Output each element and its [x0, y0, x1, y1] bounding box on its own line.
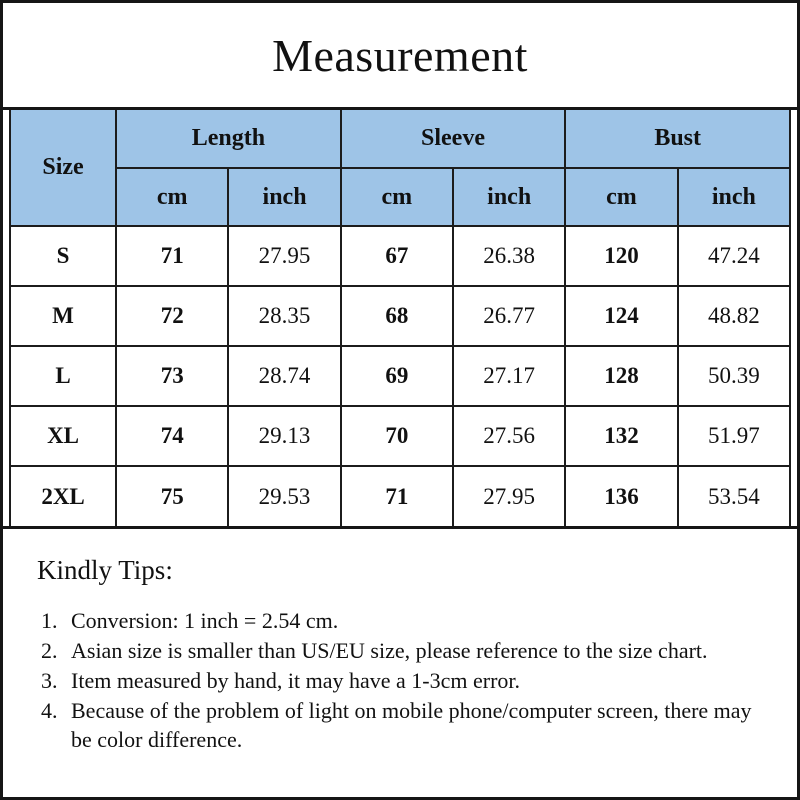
cell-sleeve-inch: 27.56 — [452, 405, 567, 467]
table-header-row-units: cm inch cm inch cm inch — [10, 167, 792, 227]
cell-length-inch: 29.13 — [227, 405, 342, 467]
cell-size: S — [8, 225, 118, 287]
cell-bust-inch: 51.97 — [676, 405, 792, 467]
cell-length-inch: 28.74 — [227, 345, 342, 407]
unit-header-sleeve-inch: inch — [452, 167, 567, 227]
cell-bust-cm: 136 — [564, 465, 679, 526]
table-row-size-s: S 71 27.95 67 26.38 120 47.24 — [8, 225, 792, 287]
cell-bust-inch: 47.24 — [676, 225, 792, 287]
cell-bust-cm: 124 — [564, 285, 679, 347]
cell-length-inch: 28.35 — [227, 285, 342, 347]
cell-size: L — [8, 345, 118, 407]
cell-bust-inch: 48.82 — [676, 285, 792, 347]
cell-bust-cm: 120 — [564, 225, 679, 287]
table-header-row-groups: Size Length Sleeve Bust — [8, 110, 791, 227]
cell-sleeve-cm: 68 — [339, 285, 455, 347]
tip-number: 3. — [41, 668, 58, 693]
cell-sleeve-inch: 26.38 — [452, 225, 567, 287]
tip-item-3: 3. Item measured by hand, it may have a … — [41, 666, 767, 695]
cell-length-cm: 74 — [115, 405, 230, 467]
table-row-size-2xl: 2XL 75 29.53 71 27.95 136 53.54 — [8, 465, 792, 526]
tip-number: 4. — [41, 698, 58, 723]
cell-bust-cm: 128 — [564, 345, 679, 407]
cell-length-cm: 71 — [115, 225, 230, 287]
tip-number: 2. — [41, 638, 58, 663]
tip-item-4: 4. Because of the problem of light on mo… — [41, 696, 767, 754]
title-section: Measurement — [3, 3, 797, 107]
tip-text: Because of the problem of light on mobil… — [71, 698, 752, 752]
unit-header-sleeve-cm: cm — [339, 167, 455, 227]
tip-number: 1. — [41, 608, 58, 633]
tip-text: Item measured by hand, it may have a 1-3… — [71, 668, 521, 693]
cell-sleeve-cm: 71 — [339, 465, 455, 526]
page-title: Measurement — [272, 29, 528, 81]
cell-sleeve-cm: 70 — [339, 405, 455, 467]
tips-heading: Kindly Tips: — [37, 555, 173, 585]
cell-sleeve-cm: 67 — [339, 225, 455, 287]
tip-text: Asian size is smaller than US/EU size, p… — [71, 638, 708, 663]
tip-item-2: 2. Asian size is smaller than US/EU size… — [41, 636, 767, 665]
cell-size: XL — [8, 405, 118, 467]
cell-bust-cm: 132 — [564, 405, 679, 467]
cell-sleeve-inch: 26.77 — [452, 285, 567, 347]
cell-size: M — [8, 285, 118, 347]
size-chart-table: Size Length Sleeve Bust cm inch cm inch … — [8, 110, 792, 526]
cell-length-cm: 73 — [115, 345, 230, 407]
cell-sleeve-cm: 69 — [339, 345, 455, 407]
column-header-bust: Bust — [564, 110, 791, 169]
cell-length-inch: 29.53 — [227, 465, 342, 526]
cell-length-cm: 72 — [115, 285, 230, 347]
kindly-tips-section: Kindly Tips: 1. Conversion: 1 inch = 2.5… — [3, 529, 797, 754]
cell-length-inch: 27.95 — [227, 225, 342, 287]
column-header-size: Size — [8, 110, 118, 227]
table-row-size-xl: XL 74 29.13 70 27.56 132 51.97 — [8, 405, 792, 467]
table-row-size-l: L 73 28.74 69 27.17 128 50.39 — [8, 345, 792, 407]
tip-item-1: 1. Conversion: 1 inch = 2.54 cm. — [41, 606, 767, 635]
measurement-table-section: Size Length Sleeve Bust cm inch cm inch … — [3, 107, 797, 529]
unit-header-length-cm: cm — [115, 167, 230, 227]
cell-sleeve-inch: 27.17 — [452, 345, 567, 407]
unit-header-length-inch: inch — [227, 167, 342, 227]
table-row-size-m: M 72 28.35 68 26.77 124 48.82 — [8, 285, 792, 347]
cell-size: 2XL — [8, 465, 118, 526]
unit-header-bust-inch: inch — [676, 167, 792, 227]
cell-length-cm: 75 — [115, 465, 230, 526]
column-header-sleeve: Sleeve — [339, 110, 567, 169]
column-header-length: Length — [115, 110, 342, 169]
unit-header-bust-cm: cm — [564, 167, 679, 227]
cell-bust-inch: 53.54 — [676, 465, 792, 526]
tip-text: Conversion: 1 inch = 2.54 cm. — [71, 608, 339, 633]
cell-sleeve-inch: 27.95 — [452, 465, 567, 526]
cell-bust-inch: 50.39 — [676, 345, 792, 407]
